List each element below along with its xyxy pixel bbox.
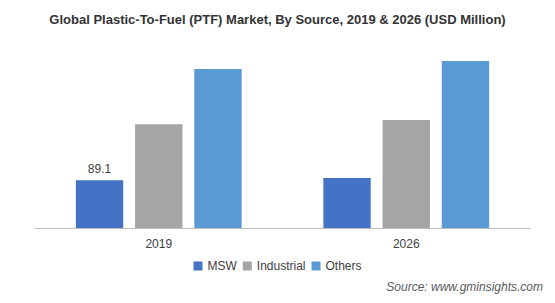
svg-text:MSW: MSW xyxy=(207,259,237,273)
svg-text:2019: 2019 xyxy=(145,237,172,251)
svg-text:Global Plastic-To-Fuel (PTF) M: Global Plastic-To-Fuel (PTF) Market, By … xyxy=(49,12,505,27)
svg-text:Others: Others xyxy=(326,259,362,273)
svg-text:2026: 2026 xyxy=(393,237,420,251)
svg-text:Industrial: Industrial xyxy=(257,259,306,273)
svg-text:Source: www.gminsights.com: Source: www.gminsights.com xyxy=(386,280,543,294)
svg-text:89.1: 89.1 xyxy=(88,162,112,176)
